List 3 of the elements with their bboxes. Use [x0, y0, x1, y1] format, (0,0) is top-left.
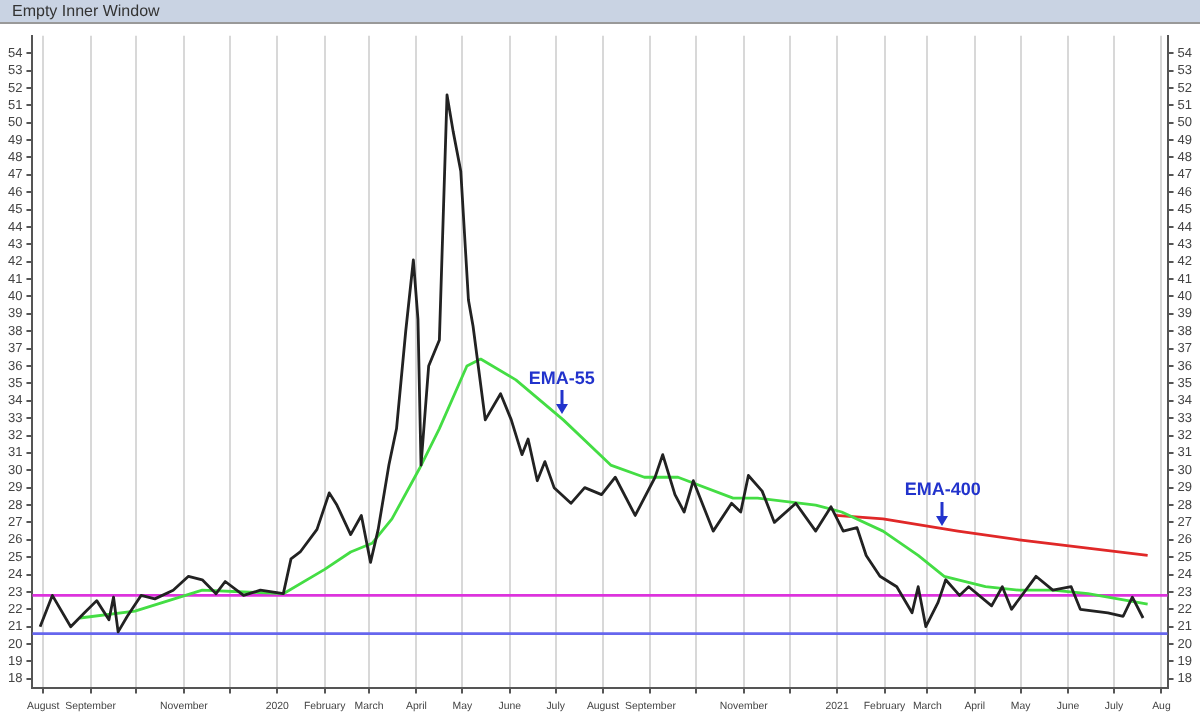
annotation: EMA-400 — [904, 479, 981, 500]
annotation: EMA-55 — [528, 367, 595, 388]
chart-title: Empty Inner Window — [0, 0, 1200, 24]
